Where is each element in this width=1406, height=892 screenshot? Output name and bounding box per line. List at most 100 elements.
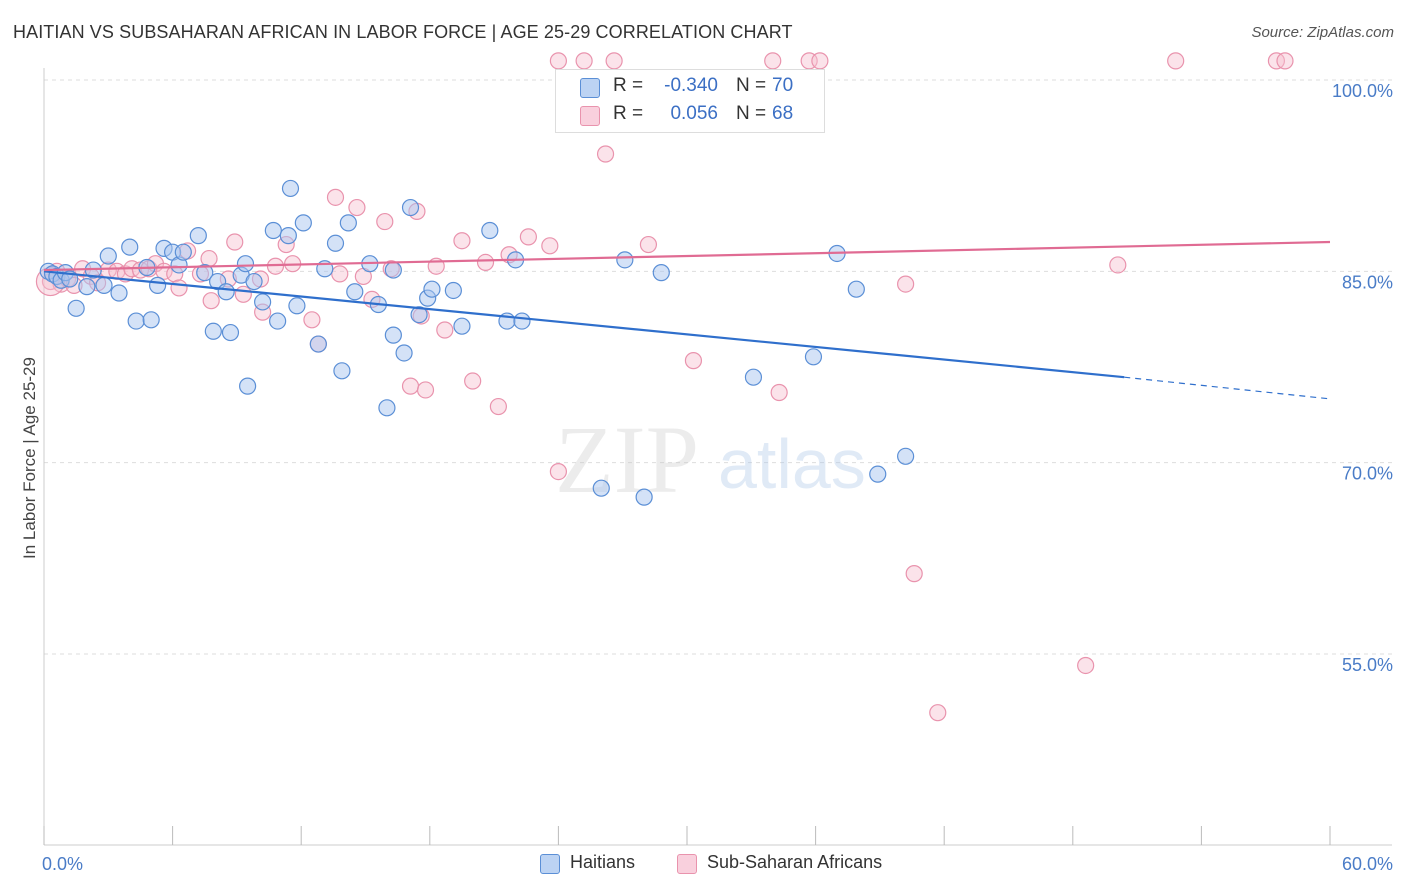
data-point-subsaharan	[519, 228, 537, 246]
data-point-subsaharan	[489, 397, 507, 416]
data-point-subsaharan	[929, 704, 947, 722]
data-point-haitians	[869, 465, 887, 483]
grid-lines	[44, 79, 1392, 655]
data-point-haitians	[635, 488, 653, 506]
trend-line-haitians	[43, 270, 1125, 379]
data-point-haitians	[804, 348, 823, 366]
data-point-haitians	[897, 447, 915, 465]
data-point-subsaharan	[1276, 52, 1294, 70]
data-point-haitians	[333, 362, 351, 380]
legend-n-value: 68	[772, 103, 794, 124]
legend-swatch-haitians	[540, 854, 560, 874]
data-point-subsaharan	[764, 52, 782, 70]
chart-title: HAITIAN VS SUBSAHARAN AFRICAN IN LABOR F…	[13, 22, 793, 42]
data-point-haitians	[288, 297, 306, 315]
data-point-haitians	[196, 264, 214, 282]
data-point-subsaharan	[905, 565, 923, 583]
data-point-haitians	[217, 283, 235, 301]
data-point-haitians	[281, 179, 300, 198]
legend-n-value: 70	[772, 75, 794, 96]
trend-line-haitians-extension	[1124, 376, 1331, 400]
points-subsaharan	[35, 52, 1294, 722]
data-point-haitians	[239, 377, 257, 395]
data-point-haitians	[189, 227, 207, 245]
trend-line-subsaharan	[43, 240, 1331, 272]
tick-labels: 55.0% 70.0% 85.0% 100.0% 0.0% 60.0%	[42, 81, 1393, 874]
data-point-subsaharan	[596, 145, 615, 163]
data-point-haitians	[269, 312, 287, 330]
data-point-subsaharan	[266, 257, 285, 275]
source-label: Source: ZipAtlas.com	[1251, 24, 1394, 41]
data-point-haitians	[99, 247, 117, 265]
legend-n-label: N =	[736, 75, 767, 96]
data-point-haitians	[221, 323, 240, 342]
legend-r-value: -0.340	[664, 75, 718, 96]
legend-swatch-haitians	[580, 78, 600, 98]
y-tick-label: 85.0%	[1342, 272, 1393, 292]
data-point-subsaharan	[549, 462, 568, 481]
data-point-haitians	[652, 264, 670, 282]
data-point-subsaharan	[202, 292, 220, 310]
watermark-zip: ZIP	[555, 406, 699, 513]
data-point-haitians	[78, 278, 96, 296]
data-point-subsaharan	[303, 311, 321, 329]
data-point-haitians	[67, 299, 85, 317]
data-point-haitians	[384, 326, 402, 344]
data-point-haitians	[453, 317, 471, 335]
legend-label-subsaharan: Sub-Saharan Africans	[707, 852, 883, 872]
data-point-haitians	[513, 312, 531, 330]
x-tick-label: 0.0%	[42, 854, 83, 874]
data-point-subsaharan	[549, 52, 568, 70]
data-point-haitians	[127, 312, 145, 330]
data-point-haitians	[148, 276, 167, 294]
data-point-subsaharan	[575, 52, 593, 70]
data-point-subsaharan	[453, 232, 471, 250]
data-point-haitians	[326, 234, 345, 252]
legend-row-haitians: R = -0.340 N = 70	[556, 72, 824, 102]
data-point-haitians	[616, 251, 634, 269]
data-point-subsaharan	[811, 52, 829, 70]
data-point-haitians	[279, 227, 297, 245]
data-point-haitians	[744, 368, 763, 386]
y-tick-label: 70.0%	[1342, 464, 1393, 484]
data-point-haitians	[121, 238, 139, 256]
y-tick-label: 55.0%	[1342, 655, 1393, 675]
data-point-subsaharan	[1109, 256, 1127, 274]
data-point-subsaharan	[331, 265, 349, 283]
x-tick-label: 60.0%	[1342, 854, 1393, 874]
legend-r-label: R =	[613, 103, 644, 124]
data-point-haitians	[174, 243, 192, 261]
data-point-subsaharan	[1077, 656, 1095, 675]
data-point-haitians	[401, 198, 420, 217]
y-tick-label: 100.0%	[1332, 81, 1393, 101]
data-point-subsaharan	[170, 279, 188, 297]
legend-swatch-subsaharan	[677, 854, 697, 874]
data-point-haitians	[410, 306, 428, 324]
data-point-haitians	[110, 284, 128, 302]
watermark-atlas: atlas	[718, 425, 866, 503]
data-point-haitians	[592, 479, 610, 497]
data-point-subsaharan	[226, 233, 244, 251]
data-point-haitians	[204, 322, 222, 340]
data-point-subsaharan	[476, 253, 495, 272]
legend-r-label: R =	[613, 75, 644, 96]
data-point-subsaharan	[436, 321, 454, 339]
legend-r-value: 0.056	[670, 103, 718, 124]
data-point-haitians	[245, 272, 263, 291]
correlation-legend: R = -0.340 N = 70 R = 0.056 N = 68	[555, 69, 825, 133]
data-point-haitians	[378, 399, 396, 417]
data-point-subsaharan	[541, 237, 559, 255]
data-point-subsaharan	[605, 52, 623, 70]
data-point-subsaharan	[639, 235, 658, 254]
data-point-subsaharan	[1167, 52, 1185, 70]
data-point-haitians	[444, 281, 462, 300]
axes	[43, 68, 1392, 846]
data-point-subsaharan	[770, 383, 788, 402]
data-point-subsaharan	[464, 372, 482, 390]
data-point-haitians	[384, 261, 402, 279]
data-point-haitians	[346, 283, 364, 301]
data-point-haitians	[294, 214, 312, 232]
data-point-haitians	[481, 221, 499, 240]
data-point-subsaharan	[234, 285, 252, 303]
